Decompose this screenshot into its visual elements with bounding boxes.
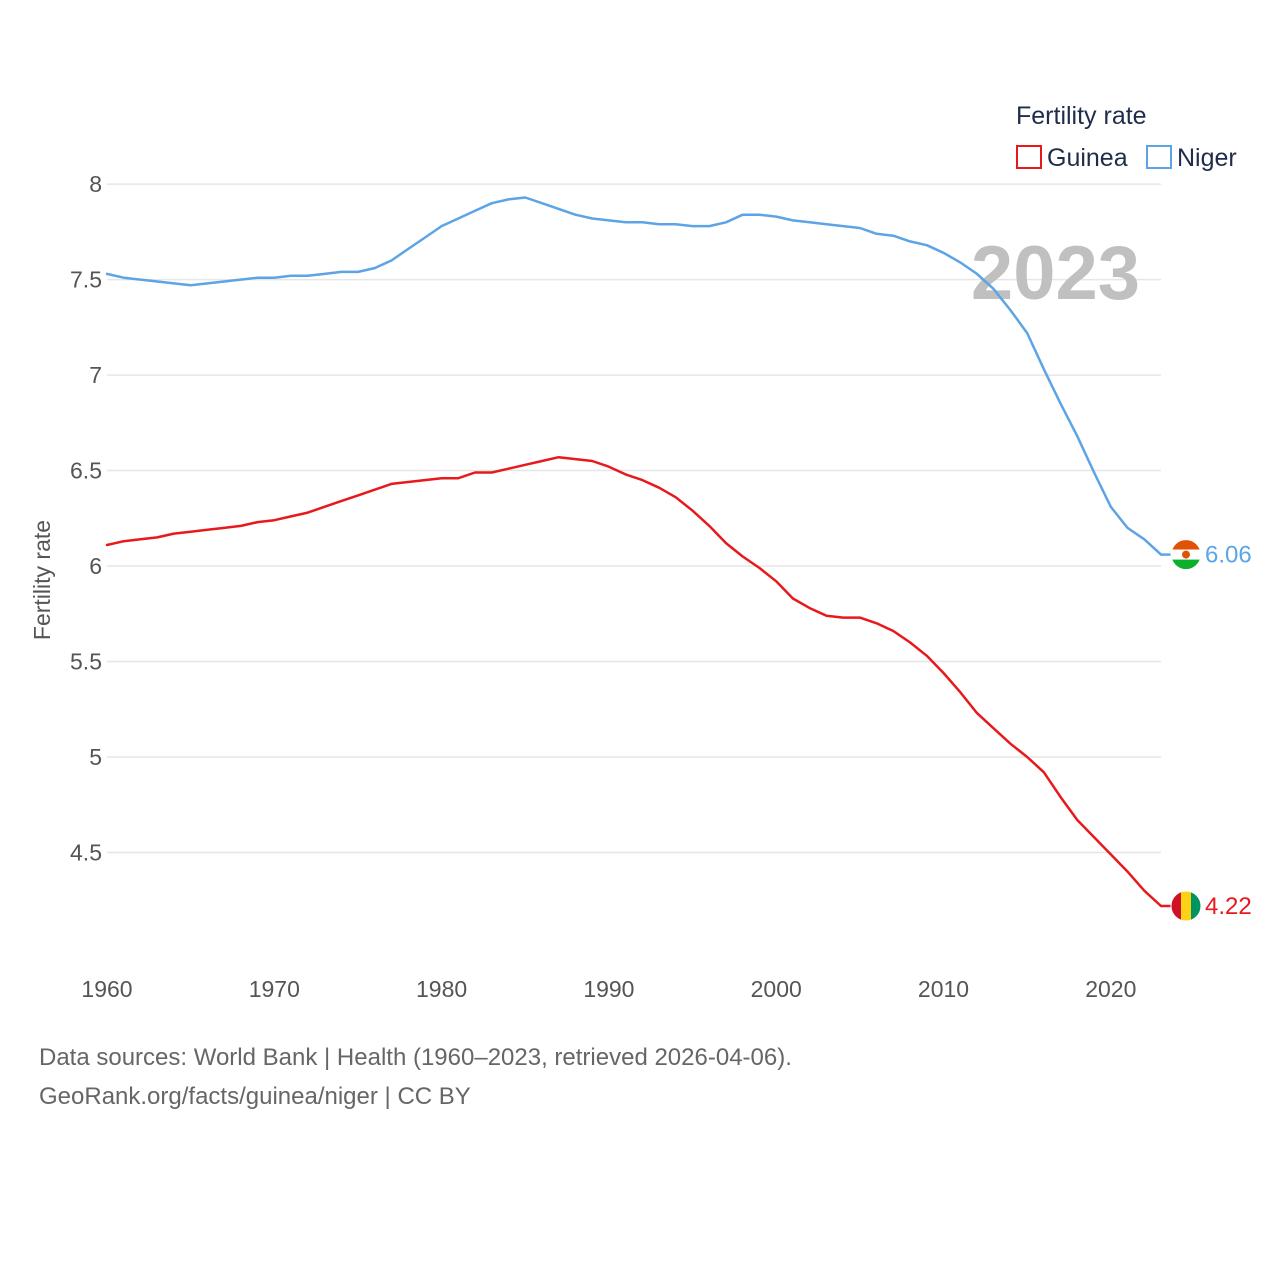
y-tick-label: 7.5 [70, 267, 102, 293]
legend: Fertility rate Guinea Niger [1016, 102, 1237, 172]
series-line-guinea [105, 455, 1163, 908]
y-tick-label: 6.5 [70, 458, 102, 484]
y-axis-ticks: 4.5 5 5.5 6 6.5 7 7.5 8 [70, 171, 102, 865]
x-tick-label: 1980 [416, 976, 467, 1002]
legend-title: Fertility rate [1016, 102, 1147, 130]
y-tick-label: 5.5 [70, 649, 102, 675]
y-tick-label: 6 [89, 553, 102, 579]
niger-flag-icon [1170, 539, 1202, 571]
legend-swatch-guinea [1016, 145, 1042, 169]
end-value-niger: 6.06 [1205, 542, 1252, 569]
y-tick-label: 5 [89, 744, 102, 770]
x-tick-label: 1970 [249, 976, 300, 1002]
y-tick-label: 4.5 [70, 840, 102, 866]
series-end-markers: 4.22 6.06 [1161, 539, 1252, 922]
x-tick-label: 1960 [81, 976, 132, 1002]
x-tick-label: 2000 [751, 976, 802, 1002]
grid-lines [107, 183, 1161, 854]
year-watermark: 2023 [971, 231, 1140, 316]
x-tick-label: 1990 [583, 976, 634, 1002]
footer-link: GeoRank.org/facts/guinea/niger | CC BY [39, 1083, 471, 1110]
legend-swatch-niger [1146, 145, 1172, 169]
legend-label-guinea: Guinea [1047, 144, 1128, 172]
y-tick-label: 7 [89, 362, 102, 388]
x-axis-ticks: 1960 1970 1980 1990 2000 2010 2020 [81, 976, 1136, 1002]
guinea-flag-icon [1170, 890, 1202, 922]
x-tick-label: 2010 [918, 976, 969, 1002]
series-line-niger [105, 196, 1163, 556]
y-axis-title: Fertility rate [29, 520, 55, 640]
x-tick-label: 2020 [1085, 976, 1136, 1002]
series-lines [105, 196, 1163, 908]
legend-label-niger: Niger [1177, 144, 1237, 172]
y-tick-label: 8 [89, 171, 102, 197]
end-value-guinea: 4.22 [1205, 893, 1252, 920]
footer-sources: Data sources: World Bank | Health (1960–… [39, 1044, 792, 1071]
